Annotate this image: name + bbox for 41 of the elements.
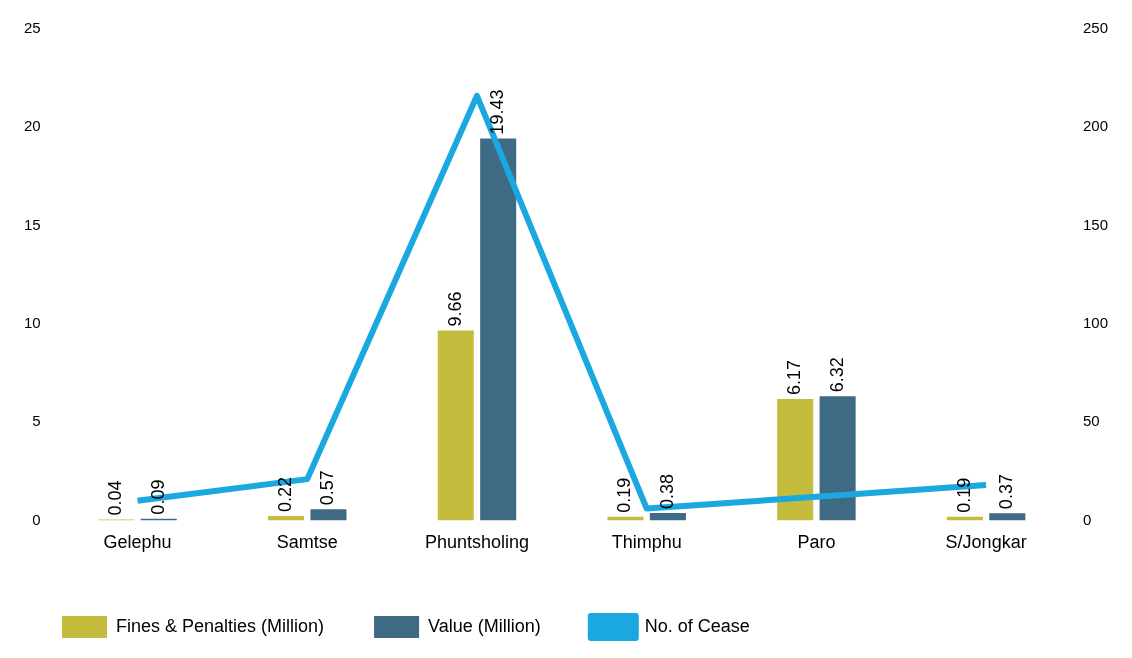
bar <box>819 396 856 521</box>
y2-tick-label: 250 <box>1082 19 1108 37</box>
data-label: 9.66 <box>444 291 465 327</box>
bar <box>437 330 474 521</box>
data-label: 0.37 <box>996 474 1017 510</box>
y2-tick-label: 150 <box>1082 215 1108 233</box>
y-tick-label: 15 <box>24 215 41 233</box>
data-label: 6.32 <box>826 357 847 393</box>
data-label: 0.57 <box>317 470 338 506</box>
bar <box>649 512 686 521</box>
y2-tick-label: 100 <box>1082 313 1108 331</box>
x-tick-label: S/Jongkar <box>945 532 1027 553</box>
x-tick-label: Paro <box>797 532 836 553</box>
x-tick-label: Samtse <box>276 532 338 553</box>
y-tick-label: 10 <box>24 313 41 331</box>
legend-label: No. of Cease <box>644 615 750 636</box>
legend-label: Value (Million) <box>428 615 541 636</box>
data-label: 6.17 <box>784 360 805 396</box>
data-label: 19.43 <box>487 89 508 135</box>
data-label: 0.38 <box>656 473 677 509</box>
legend-label: Fines & Penalties (Million) <box>116 615 325 636</box>
y-tick-label: 25 <box>24 19 41 37</box>
bar <box>777 399 814 521</box>
data-label: 0.22 <box>275 477 296 513</box>
y2-tick-label: 50 <box>1082 412 1100 430</box>
bar <box>989 513 1026 521</box>
x-tick-label: Phuntsholing <box>424 532 530 553</box>
y-tick-label: 20 <box>24 117 41 135</box>
data-label: 0.19 <box>953 477 974 513</box>
data-label: 0.19 <box>614 477 635 513</box>
x-tick-label: Gelephu <box>103 532 172 553</box>
data-label: 0.09 <box>147 479 168 515</box>
y-tick-label: 5 <box>32 412 41 430</box>
y2-tick-label: 0 <box>1082 510 1092 528</box>
data-label: 0.04 <box>105 480 126 516</box>
bar <box>310 509 347 521</box>
bar <box>268 516 305 521</box>
y-tick-label: 0 <box>32 510 41 528</box>
bar <box>480 138 517 521</box>
x-tick-label: Thimphu <box>611 532 682 553</box>
y2-tick-label: 200 <box>1082 117 1108 135</box>
